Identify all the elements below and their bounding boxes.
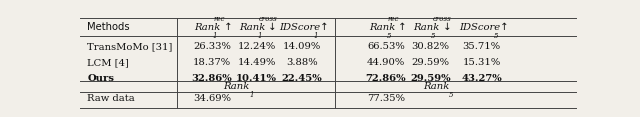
Text: Rank: Rank [195, 23, 221, 32]
Text: rec: rec [388, 15, 399, 23]
Text: LCM [4]: LCM [4] [88, 58, 129, 67]
Text: 22.45%: 22.45% [282, 74, 322, 83]
Text: 72.86%: 72.86% [365, 74, 406, 83]
Text: ↑: ↑ [317, 22, 328, 32]
Text: IDScore: IDScore [459, 23, 500, 32]
Text: Raw data: Raw data [88, 94, 135, 103]
Text: Rank: Rank [223, 82, 250, 91]
Text: cross: cross [259, 15, 277, 23]
Text: rec: rec [214, 15, 225, 23]
Text: 1: 1 [250, 91, 254, 99]
Text: 15.31%: 15.31% [463, 58, 501, 67]
Text: 77.35%: 77.35% [367, 94, 405, 103]
Text: 34.69%: 34.69% [193, 94, 231, 103]
Text: 14.09%: 14.09% [283, 42, 321, 51]
Text: Rank: Rank [369, 23, 395, 32]
Text: 32.86%: 32.86% [191, 74, 232, 83]
Text: 1: 1 [314, 32, 318, 40]
Text: 43.27%: 43.27% [461, 74, 502, 83]
Text: ↓: ↓ [266, 22, 277, 32]
Text: 12.24%: 12.24% [237, 42, 276, 51]
Text: 1: 1 [257, 32, 262, 40]
Text: 18.37%: 18.37% [193, 58, 231, 67]
Text: ↑: ↑ [497, 22, 508, 32]
Text: 66.53%: 66.53% [367, 42, 405, 51]
Text: Methods: Methods [88, 22, 130, 32]
Text: 5: 5 [387, 32, 391, 40]
Text: Rank: Rank [413, 23, 440, 32]
Text: 5: 5 [493, 32, 498, 40]
Text: 1: 1 [212, 32, 217, 40]
Text: Ours: Ours [88, 74, 115, 83]
Text: 5: 5 [449, 91, 454, 99]
Text: 35.71%: 35.71% [463, 42, 501, 51]
Text: ↑: ↑ [395, 22, 406, 32]
Text: IDScore: IDScore [279, 23, 320, 32]
Text: 26.33%: 26.33% [193, 42, 231, 51]
Text: 5: 5 [431, 32, 436, 40]
Text: 3.88%: 3.88% [286, 58, 317, 67]
Text: cross: cross [433, 15, 451, 23]
Text: Rank: Rank [423, 82, 449, 91]
Text: 30.82%: 30.82% [412, 42, 450, 51]
Text: TransMoMo [31]: TransMoMo [31] [88, 42, 173, 51]
Text: 29.59%: 29.59% [410, 74, 451, 83]
Text: ↓: ↓ [440, 22, 451, 32]
Text: 44.90%: 44.90% [367, 58, 405, 67]
Text: 29.59%: 29.59% [412, 58, 450, 67]
Text: 14.49%: 14.49% [237, 58, 276, 67]
Text: 10.41%: 10.41% [236, 74, 277, 83]
Text: ↑: ↑ [221, 22, 232, 32]
Text: Rank: Rank [239, 23, 266, 32]
